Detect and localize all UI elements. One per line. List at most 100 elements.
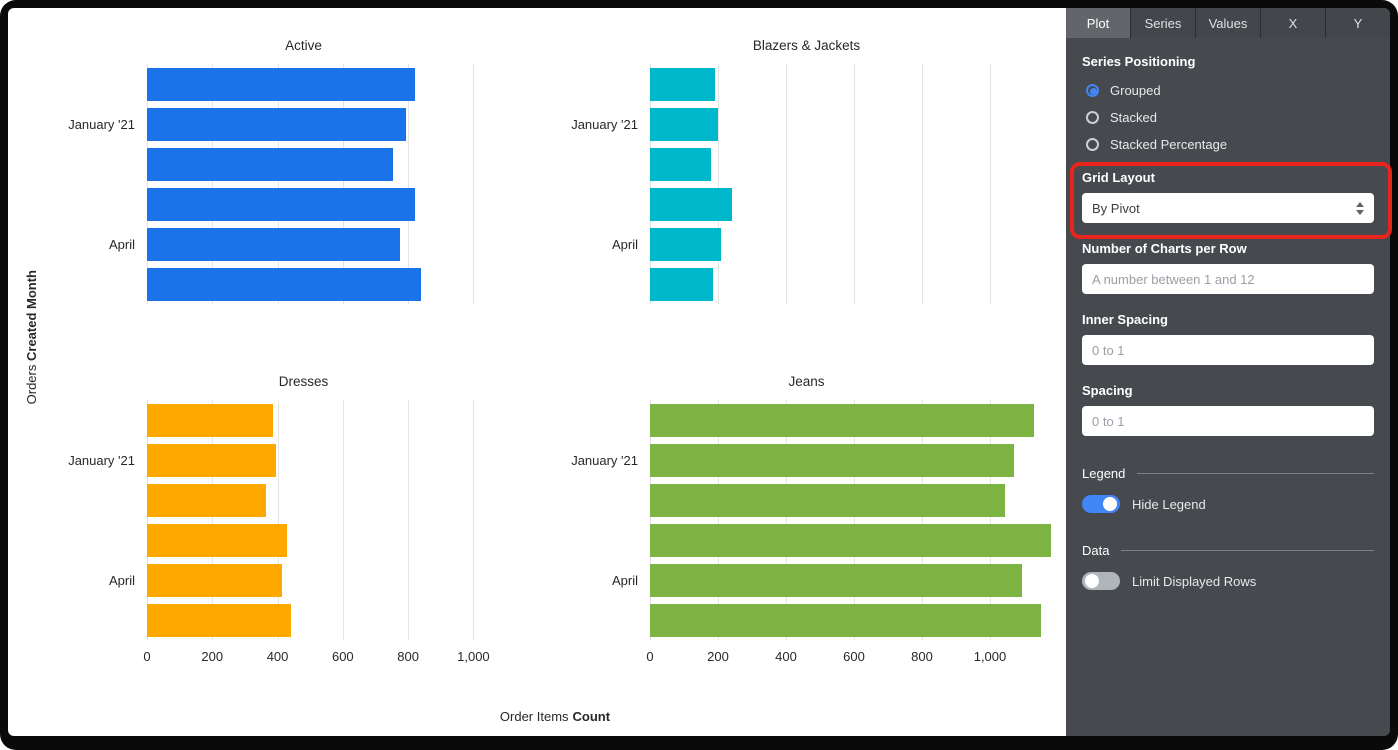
bar-row bbox=[147, 560, 555, 600]
x-axis-ticks: 0 200 400 600 800 1,000 bbox=[646, 640, 1058, 666]
spacing-input[interactable] bbox=[1082, 406, 1374, 436]
bar[interactable] bbox=[147, 187, 415, 221]
x-axis-spacer bbox=[555, 640, 650, 666]
bar[interactable] bbox=[650, 147, 712, 181]
legend-section-title: Legend bbox=[1082, 466, 1126, 481]
x-tick-label: 1,000 bbox=[973, 649, 1007, 664]
chart-title: Jeans bbox=[788, 374, 825, 389]
bar[interactable] bbox=[650, 227, 722, 261]
gridline bbox=[342, 64, 344, 304]
tab-series[interactable]: Series bbox=[1131, 8, 1196, 38]
gridline bbox=[922, 64, 923, 304]
bar-row bbox=[650, 104, 1058, 144]
radio-selected-icon bbox=[1086, 84, 1099, 97]
tab-x[interactable]: X bbox=[1261, 8, 1326, 38]
bar-row bbox=[650, 400, 1058, 440]
gridline bbox=[854, 64, 855, 304]
y-tick-label bbox=[555, 184, 650, 224]
chart-active: Active January '21 April bbox=[52, 38, 555, 304]
gridline bbox=[989, 64, 991, 304]
bar-row bbox=[650, 520, 1058, 560]
charts-per-row-label: Number of Charts per Row bbox=[1082, 241, 1247, 256]
y-tick-label bbox=[555, 600, 650, 640]
data-section-header: Data bbox=[1082, 543, 1374, 558]
radio-stacked[interactable]: Stacked bbox=[1086, 110, 1374, 125]
x-tick-label: 200 bbox=[707, 649, 729, 664]
bar[interactable] bbox=[650, 603, 1041, 637]
radio-grouped[interactable]: Grouped bbox=[1086, 83, 1374, 98]
chart-title: Dresses bbox=[278, 374, 329, 389]
grid-layout-select[interactable]: By Pivot bbox=[1082, 193, 1374, 223]
radio-stacked-percentage-label: Stacked Percentage bbox=[1110, 137, 1228, 152]
data-section-title: Data bbox=[1082, 543, 1110, 558]
x-axis-title-field: Count bbox=[572, 709, 611, 724]
y-tick-label: January '21 bbox=[571, 452, 638, 468]
x-axis: 0 200 400 600 800 1,000 bbox=[555, 640, 1058, 666]
bar[interactable] bbox=[147, 67, 415, 101]
tab-plot[interactable]: Plot bbox=[1066, 8, 1131, 38]
chart-title: Blazers & Jackets bbox=[752, 38, 861, 53]
bar[interactable] bbox=[147, 603, 291, 637]
gridline bbox=[147, 400, 148, 640]
bar[interactable] bbox=[147, 523, 288, 557]
tab-values[interactable]: Values bbox=[1196, 8, 1261, 38]
x-axis-spacer bbox=[52, 640, 147, 666]
legend-section-header: Legend bbox=[1082, 466, 1374, 481]
bar[interactable] bbox=[147, 267, 422, 301]
chart-dresses: Dresses January '21 April 0 200 400 600 800 1,… bbox=[52, 374, 555, 666]
bar-row bbox=[147, 184, 555, 224]
bar[interactable] bbox=[147, 403, 273, 437]
bar[interactable] bbox=[650, 187, 732, 221]
inner-spacing-input[interactable] bbox=[1082, 335, 1374, 365]
y-axis-title-prefix: Orders bbox=[23, 364, 39, 405]
tab-y[interactable]: Y bbox=[1326, 8, 1390, 38]
bar-row bbox=[147, 264, 555, 304]
gridline bbox=[473, 400, 475, 640]
gridline bbox=[277, 400, 279, 640]
bar[interactable] bbox=[147, 483, 267, 517]
plot-area bbox=[650, 64, 1058, 304]
bar-row bbox=[650, 144, 1058, 184]
bar[interactable] bbox=[147, 147, 394, 181]
x-axis-title-prefix: Order Items bbox=[499, 709, 569, 724]
gridline bbox=[718, 400, 719, 640]
y-tick-label: April bbox=[611, 236, 638, 252]
limit-displayed-rows-toggle[interactable] bbox=[1082, 572, 1120, 590]
bar[interactable] bbox=[650, 483, 1006, 517]
y-tick-labels: January '21 April bbox=[52, 64, 147, 304]
inner-spacing-label: Inner Spacing bbox=[1082, 312, 1168, 327]
bar[interactable] bbox=[147, 107, 407, 141]
bar[interactable] bbox=[650, 67, 715, 101]
series-positioning-title: Series Positioning bbox=[1082, 54, 1196, 69]
bar-row bbox=[650, 560, 1058, 600]
bar-row bbox=[650, 184, 1058, 224]
gridline bbox=[922, 400, 923, 640]
chart-body: January '21 April bbox=[52, 64, 555, 304]
charts-per-row-input[interactable] bbox=[1082, 264, 1374, 294]
bar[interactable] bbox=[147, 563, 283, 597]
gridline bbox=[212, 400, 214, 640]
bar[interactable] bbox=[650, 403, 1035, 437]
bar[interactable] bbox=[650, 563, 1023, 597]
radio-stacked-percentage[interactable]: Stacked Percentage bbox=[1086, 137, 1374, 152]
y-tick-label bbox=[52, 480, 147, 520]
bar[interactable] bbox=[650, 107, 718, 141]
hide-legend-toggle[interactable] bbox=[1082, 495, 1120, 513]
bar[interactable] bbox=[650, 443, 1014, 477]
bar[interactable] bbox=[147, 443, 276, 477]
chart-jeans: Jeans January '21 April 0 200 400 600 800 1,00… bbox=[555, 374, 1058, 666]
radio-unselected-icon bbox=[1086, 138, 1099, 151]
y-tick-label bbox=[555, 480, 650, 520]
y-tick-label bbox=[555, 520, 650, 560]
plot-area bbox=[650, 400, 1058, 640]
y-tick-label bbox=[52, 264, 147, 304]
gridline bbox=[650, 64, 651, 304]
bar[interactable] bbox=[650, 267, 713, 301]
chart-body: January '21 April bbox=[555, 64, 1058, 304]
hide-legend-label: Hide Legend bbox=[1132, 496, 1206, 512]
bar[interactable] bbox=[650, 523, 1052, 557]
y-tick-label: April bbox=[108, 572, 135, 588]
bar[interactable] bbox=[147, 227, 400, 261]
gridline bbox=[277, 64, 279, 304]
